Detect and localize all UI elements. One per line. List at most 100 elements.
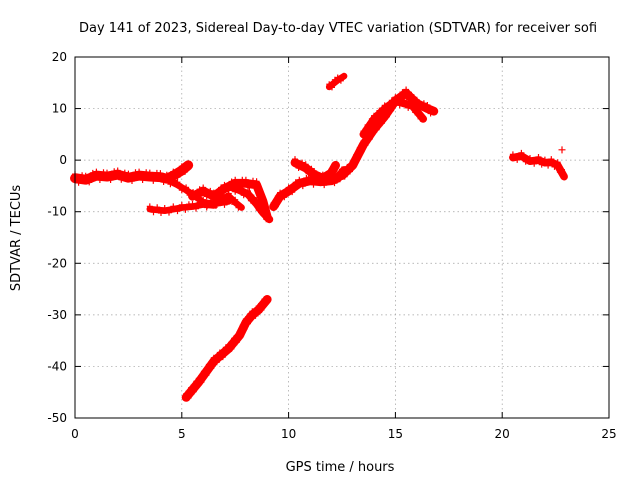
chart-title: Day 141 of 2023, Sidereal Day-to-day VTE…	[79, 21, 597, 36]
data-point-marker	[319, 171, 326, 178]
data-point-marker	[331, 180, 338, 187]
data-point-marker	[232, 176, 239, 183]
data-point-marker	[241, 326, 248, 333]
data-point-marker	[154, 204, 161, 211]
data-point-marker	[225, 341, 232, 348]
data-point-marker	[396, 102, 403, 109]
data-point-marker	[310, 181, 317, 188]
data-point-marker	[277, 189, 284, 196]
y-tick-label: -50	[47, 411, 67, 425]
data-point-marker	[242, 316, 249, 322]
data-point-marker	[218, 184, 224, 191]
data-point-marker	[255, 189, 262, 196]
data-point-marker	[356, 144, 363, 151]
data-point-marker	[253, 197, 260, 204]
data-point-marker	[399, 89, 406, 96]
data-point-marker	[193, 195, 199, 202]
data-point-marker	[245, 188, 251, 194]
data-point-marker	[344, 163, 351, 170]
data-point-marker	[166, 209, 172, 216]
data-point-marker	[198, 379, 205, 386]
data-point-marker	[328, 166, 335, 173]
data-point-marker	[111, 168, 118, 175]
x-tick-label: 10	[281, 427, 296, 441]
data-point-marker	[75, 179, 82, 186]
data-point-marker	[214, 194, 221, 201]
data-point-marker	[263, 216, 270, 223]
data-point-marker	[104, 169, 110, 176]
data-point-marker	[210, 354, 217, 361]
data-point-marker	[240, 192, 247, 199]
x-tick-label: 0	[71, 427, 79, 441]
data-point-marker	[236, 183, 243, 190]
data-point-marker	[174, 174, 181, 181]
series-band	[70, 160, 194, 185]
data-point-marker	[554, 159, 561, 166]
data-point-marker	[518, 149, 525, 156]
data-point-marker	[373, 126, 380, 133]
data-point-marker	[509, 151, 516, 158]
grid-lines	[75, 57, 609, 418]
data-point-marker	[522, 158, 529, 165]
data-point-marker	[129, 178, 135, 184]
data-point-marker	[541, 156, 548, 163]
data-point-marker	[362, 142, 369, 149]
data-point-marker	[514, 156, 521, 163]
data-point-marker	[183, 184, 190, 191]
data-point-marker	[409, 99, 416, 106]
data-point-marker	[527, 155, 533, 161]
data-point-marker	[366, 125, 373, 132]
data-point-marker	[139, 177, 146, 183]
data-point-marker	[289, 189, 296, 196]
data-point-marker	[200, 368, 207, 375]
data-point-marker	[213, 202, 219, 209]
data-point-marker	[195, 375, 202, 382]
x-tick-label: 15	[388, 427, 403, 441]
data-point-marker	[125, 170, 132, 177]
data-point-marker	[329, 84, 335, 91]
data-point-marker	[150, 177, 157, 184]
series-band	[269, 166, 349, 211]
data-point-marker	[295, 165, 302, 171]
data-point-marker	[321, 182, 328, 189]
data-point-marker	[260, 206, 266, 213]
series-arc-e	[227, 180, 274, 224]
data-point-marker	[302, 161, 309, 168]
data-point-marker	[203, 193, 210, 200]
series-band	[188, 178, 272, 222]
data-point-marker	[190, 388, 197, 395]
series-band	[290, 158, 340, 183]
data-point-marker	[285, 184, 292, 191]
data-point-marker	[174, 179, 181, 186]
data-point-marker	[189, 189, 196, 196]
data-point-marker	[292, 156, 298, 163]
data-point-marker	[114, 167, 121, 174]
series-arc-h	[290, 156, 340, 183]
y-tick-label: 0	[59, 153, 67, 167]
data-point-marker	[227, 180, 234, 187]
data-point-marker	[353, 151, 360, 158]
data-point-marker	[281, 194, 288, 201]
axis-ticks	[74, 56, 610, 419]
data-point-marker	[427, 110, 434, 117]
data-point-marker	[219, 354, 226, 361]
data-point-marker	[311, 168, 318, 174]
data-point-marker	[96, 177, 103, 183]
data-point-marker	[261, 296, 268, 303]
data-point-marker	[161, 205, 168, 211]
data-point-marker	[545, 162, 552, 169]
data-point-marker	[373, 116, 380, 123]
data-point-marker	[232, 196, 239, 203]
data-point-marker	[146, 203, 153, 210]
data-point-marker	[182, 168, 188, 175]
data-point-marker	[89, 169, 96, 176]
data-point-marker	[341, 173, 348, 180]
data-point-marker	[424, 102, 431, 108]
data-point-marker	[221, 181, 228, 188]
data-point-marker	[347, 168, 353, 175]
data-point-marker	[242, 176, 249, 183]
data-point-marker	[246, 184, 253, 191]
data-point-marker	[170, 168, 177, 175]
data-point-marker	[193, 378, 200, 385]
data-series	[70, 72, 568, 402]
